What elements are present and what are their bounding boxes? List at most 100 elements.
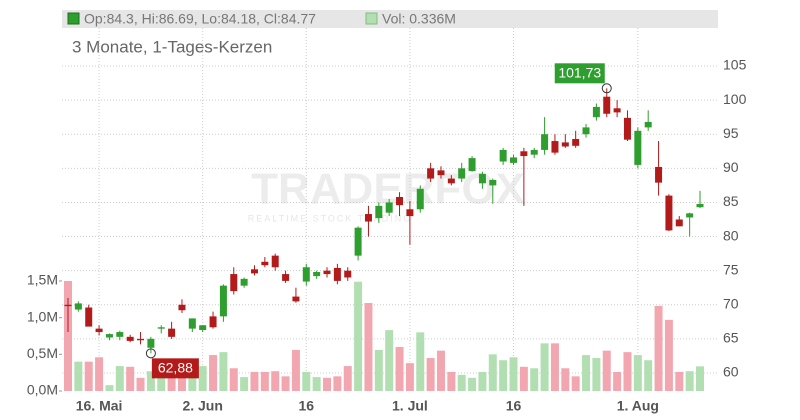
- candle-body: [116, 332, 124, 337]
- candle-body: [561, 142, 569, 147]
- low-label: 62,88: [158, 360, 193, 376]
- candle-body: [468, 158, 476, 172]
- candle-body: [592, 106, 600, 118]
- candle-body: [634, 130, 642, 165]
- volume-bar: [530, 368, 539, 391]
- volume-bar: [281, 376, 290, 391]
- candle-body: [551, 141, 559, 153]
- candle-body: [406, 209, 414, 217]
- candle-body: [147, 338, 155, 348]
- candle-body: [105, 334, 113, 338]
- volume-bar: [664, 319, 673, 391]
- volume-bar: [550, 343, 559, 391]
- y-tick-label: 85: [723, 193, 739, 209]
- candle-body: [364, 214, 372, 222]
- volume-bar: [364, 303, 373, 391]
- volume-bar: [468, 377, 477, 391]
- x-tick-label: 1. Jul: [392, 398, 428, 414]
- candle-body: [282, 274, 290, 281]
- volume-bar: [540, 343, 549, 391]
- candle-body: [313, 272, 321, 277]
- y2-tick-label: 1,5M: [27, 272, 58, 288]
- y-tick-label: 100: [723, 91, 747, 107]
- chart-title: 3 Monate, 1-Tages-Kerzen: [72, 37, 272, 56]
- volume-bar: [644, 360, 653, 391]
- candle-body: [250, 269, 258, 274]
- volume-bar: [426, 358, 435, 391]
- volume-bar: [136, 377, 145, 391]
- volume-bar: [685, 371, 694, 391]
- candle-body: [623, 117, 631, 140]
- candle-body: [333, 267, 341, 281]
- volume-swatch: [365, 12, 378, 25]
- volume-bar: [302, 371, 311, 391]
- volume-bar: [633, 355, 642, 391]
- y-tick-label: 70: [723, 295, 739, 311]
- candle-body: [95, 328, 103, 333]
- volume-bar: [519, 366, 528, 391]
- volume-bar: [271, 371, 280, 391]
- candle-body: [188, 318, 196, 329]
- volume-bar: [229, 368, 238, 391]
- volume-bar: [209, 355, 218, 391]
- volume-bar: [291, 349, 300, 391]
- candle-body: [520, 151, 528, 157]
- volume-bar: [478, 371, 487, 391]
- candle-body: [178, 304, 186, 311]
- candle-body: [385, 202, 393, 213]
- volume-bar: [654, 305, 663, 391]
- candle-body: [489, 179, 497, 186]
- candle-body: [375, 205, 383, 219]
- candle-body: [137, 338, 145, 341]
- volume-bar: [333, 376, 342, 391]
- candle-body: [126, 336, 134, 341]
- candle-body: [447, 178, 455, 184]
- candle-body: [541, 134, 549, 150]
- volume-bar: [613, 371, 622, 391]
- volume-bar: [696, 366, 704, 391]
- candle-body: [344, 270, 352, 278]
- volume-bar: [582, 355, 591, 391]
- low-marker: [145, 348, 156, 359]
- volume-bar: [95, 357, 104, 391]
- candle-body: [292, 296, 300, 302]
- candle-body: [219, 285, 227, 317]
- volume-bar: [312, 377, 321, 391]
- candle-body: [675, 219, 683, 227]
- candle-body: [603, 96, 611, 114]
- candle-body: [199, 325, 207, 331]
- header-bar: [62, 10, 718, 28]
- candle-body: [572, 138, 580, 146]
- y-tick-label: 75: [723, 261, 739, 277]
- volume-bar: [177, 371, 186, 391]
- candle-body: [696, 204, 704, 208]
- candle-body: [64, 304, 72, 307]
- candle-body: [437, 170, 445, 176]
- candle-body: [209, 316, 217, 328]
- candle-body: [613, 108, 621, 113]
- volume-bar: [561, 368, 570, 391]
- volume-bar: [260, 371, 269, 391]
- candle-body: [530, 149, 538, 155]
- volume-bar: [250, 371, 259, 391]
- volume-bar: [623, 352, 632, 391]
- volume-bar: [385, 330, 394, 391]
- ohlc-swatch: [67, 12, 80, 25]
- candle-body: [157, 327, 165, 329]
- candle-body: [427, 168, 435, 179]
- y-tick-label: 105: [723, 57, 747, 73]
- volume-bar: [167, 368, 176, 391]
- volume-bar: [395, 347, 404, 391]
- y-tick-label: 95: [723, 125, 739, 141]
- volume-label: Vol: 0.336M: [382, 11, 456, 27]
- candle-body: [271, 255, 279, 268]
- candle-body: [665, 195, 673, 231]
- candle-body: [458, 168, 466, 179]
- x-tick-label: 16. Mai: [76, 398, 123, 414]
- high-label-box: [554, 63, 605, 84]
- candle-body: [478, 173, 486, 184]
- candle-body: [499, 149, 507, 162]
- x-tick-label: 16: [506, 398, 522, 414]
- volume-bar: [84, 361, 93, 391]
